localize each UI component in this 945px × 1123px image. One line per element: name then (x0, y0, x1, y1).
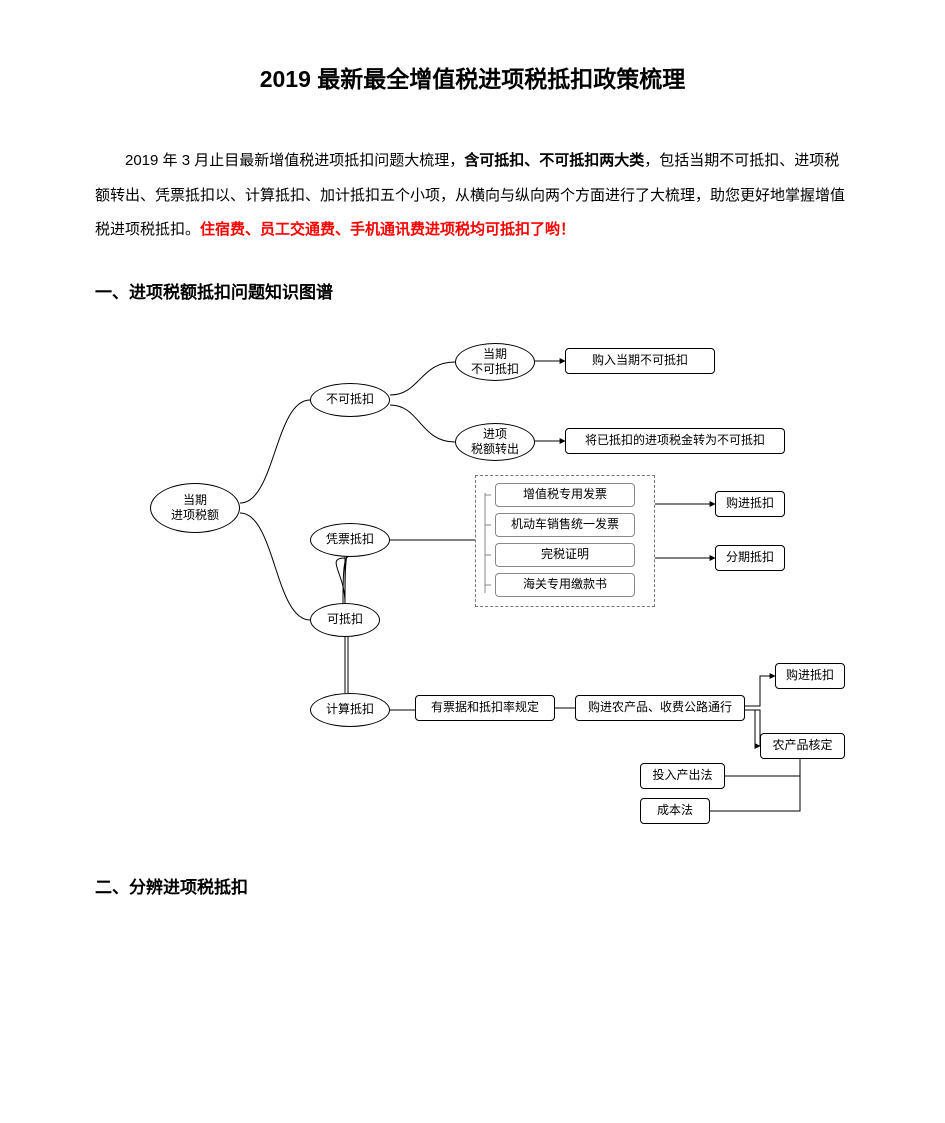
node-root: 当期进项税额 (150, 483, 240, 533)
section-heading-1: 一、进项税额抵扣问题知识图谱 (95, 278, 850, 303)
page-title: 2019 最新最全增值税进项税抵扣政策梳理 (95, 60, 850, 94)
node-invoice-vehicle: 机动车销售统一发票 (495, 513, 635, 537)
node-calc-deduct: 计算抵扣 (310, 693, 390, 727)
knowledge-map-diagram: 当期进项税额 不可抵扣 可抵扣 当期不可抵扣 进项税额转出 凭票抵扣 计算抵扣 … (95, 333, 850, 833)
node-purchase-deduct-2: 购进抵扣 (775, 663, 845, 689)
node-agri-toll: 购进农产品、收费公路通行 (575, 695, 745, 721)
document-page: 2019 最新最全增值税进项税抵扣政策梳理 2019 年 3 月止目最新增值税进… (0, 0, 945, 968)
node-purchase-deduct-1: 购进抵扣 (715, 491, 785, 517)
lead-bold-1: 含可抵扣、不可抵扣两大类 (464, 152, 644, 169)
node-current-not-deductible: 当期不可抵扣 (455, 343, 535, 381)
node-agri-assess: 农产品核定 (760, 733, 845, 759)
node-has-voucher-rate: 有票据和抵扣率规定 (415, 695, 555, 721)
node-transfer-not-deductible: 将已抵扣的进项税金转为不可抵扣 (565, 428, 785, 454)
node-input-transfer-out: 进项税额转出 (455, 423, 535, 461)
node-customs-payment: 海关专用缴款书 (495, 573, 635, 597)
diagram-edges (95, 333, 850, 833)
node-input-output-method: 投入产出法 (640, 763, 725, 789)
node-invoice-vat: 增值税专用发票 (495, 483, 635, 507)
node-voucher-deduct: 凭票抵扣 (310, 523, 390, 557)
node-buy-not-deductible: 购入当期不可抵扣 (565, 348, 715, 374)
node-deductible: 可抵扣 (310, 603, 380, 637)
lead-highlight: 住宿费、员工交通费、手机通讯费进项税均可抵扣了哟！ (200, 221, 575, 238)
lead-text-1: 2019 年 3 月止目最新增值税进项抵扣问题大梳理， (125, 152, 464, 169)
node-tax-cert: 完税证明 (495, 543, 635, 567)
lead-paragraph: 2019 年 3 月止目最新增值税进项抵扣问题大梳理，含可抵扣、不可抵扣两大类，… (95, 144, 850, 248)
node-not-deductible: 不可抵扣 (310, 383, 390, 417)
node-cost-method: 成本法 (640, 798, 710, 824)
section-heading-2: 二、分辨进项税抵扣 (95, 873, 850, 898)
node-staged-deduct: 分期抵扣 (715, 545, 785, 571)
